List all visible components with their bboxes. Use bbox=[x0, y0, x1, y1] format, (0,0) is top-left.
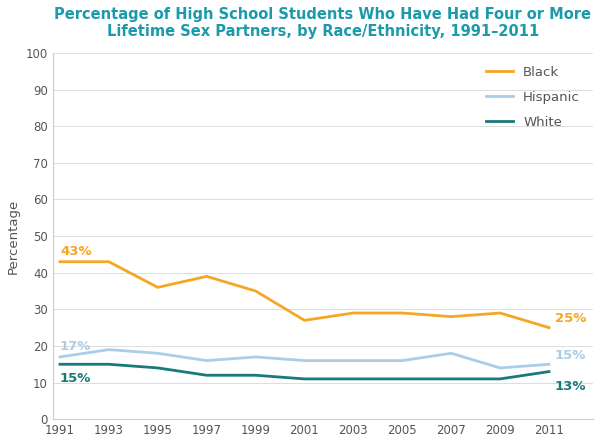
White bbox=[203, 373, 210, 378]
Black bbox=[252, 288, 259, 293]
White bbox=[301, 376, 308, 381]
White bbox=[154, 365, 161, 371]
Hispanic bbox=[252, 354, 259, 360]
Hispanic bbox=[399, 358, 406, 363]
Text: 25%: 25% bbox=[554, 312, 586, 325]
Hispanic bbox=[448, 351, 455, 356]
Line: Black: Black bbox=[60, 262, 549, 328]
Text: 15%: 15% bbox=[554, 349, 586, 362]
Black bbox=[301, 317, 308, 323]
White bbox=[252, 373, 259, 378]
Black bbox=[497, 310, 504, 316]
Black bbox=[399, 310, 406, 316]
Hispanic bbox=[301, 358, 308, 363]
Line: White: White bbox=[60, 364, 549, 379]
White bbox=[497, 376, 504, 381]
Hispanic bbox=[56, 354, 64, 360]
Text: 15%: 15% bbox=[60, 373, 91, 385]
White bbox=[545, 369, 553, 374]
White bbox=[350, 376, 357, 381]
Hispanic bbox=[497, 365, 504, 371]
Black bbox=[56, 259, 64, 264]
Text: 43%: 43% bbox=[60, 245, 92, 258]
Text: 13%: 13% bbox=[554, 380, 586, 392]
White bbox=[56, 361, 64, 367]
Black bbox=[545, 325, 553, 330]
Hispanic bbox=[154, 351, 161, 356]
Black bbox=[203, 274, 210, 279]
Black bbox=[154, 285, 161, 290]
Black bbox=[350, 310, 357, 316]
White bbox=[399, 376, 406, 381]
Legend: Black, Hispanic, White: Black, Hispanic, White bbox=[479, 59, 586, 135]
Black bbox=[448, 314, 455, 319]
Title: Percentage of High School Students Who Have Had Four or More
Lifetime Sex Partne: Percentage of High School Students Who H… bbox=[55, 7, 592, 40]
Line: Hispanic: Hispanic bbox=[60, 349, 549, 368]
Hispanic bbox=[350, 358, 357, 363]
Text: 17%: 17% bbox=[60, 340, 91, 353]
Hispanic bbox=[203, 358, 210, 363]
Black bbox=[105, 259, 112, 264]
White bbox=[105, 361, 112, 367]
Hispanic bbox=[545, 361, 553, 367]
Hispanic bbox=[105, 347, 112, 352]
White bbox=[448, 376, 455, 381]
Y-axis label: Percentage: Percentage bbox=[7, 198, 20, 274]
